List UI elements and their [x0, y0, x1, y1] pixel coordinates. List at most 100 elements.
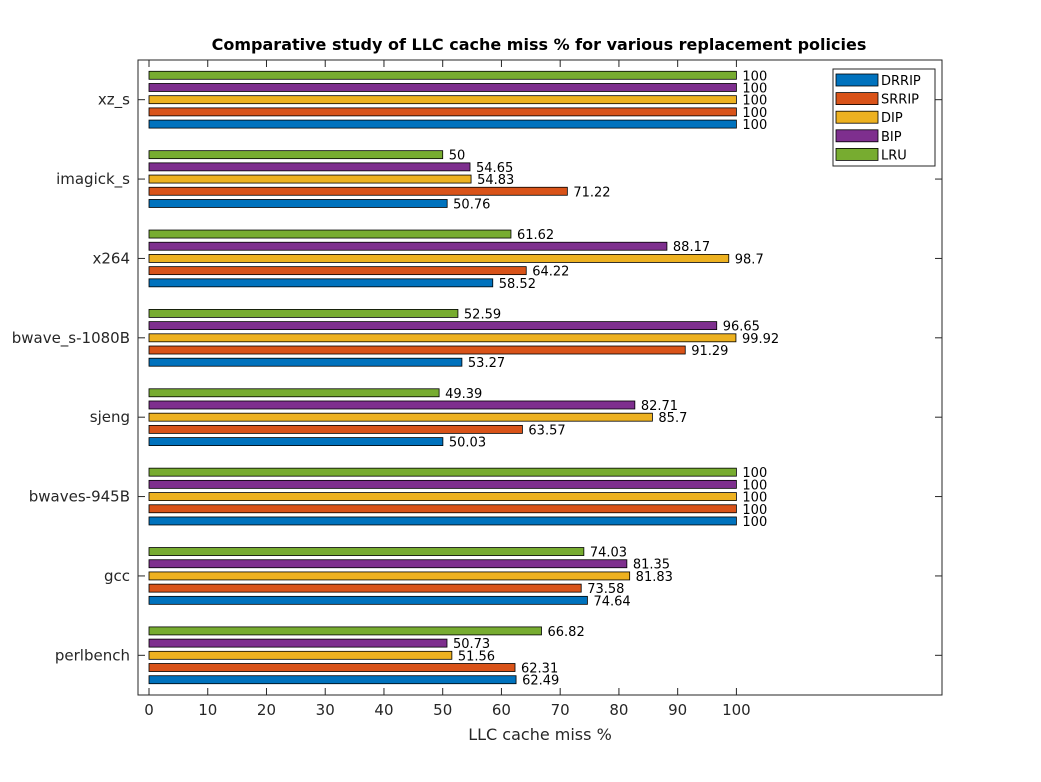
data-label: 85.7: [658, 411, 687, 426]
data-label: 100: [742, 503, 767, 518]
x-tick-label: 70: [551, 701, 570, 719]
x-tick-label: 50: [433, 701, 452, 719]
legend-label-lru: LRU: [881, 148, 907, 163]
bar-lru-xz_s: [148, 70, 737, 80]
data-label: 62.49: [522, 674, 559, 689]
data-label: 88.17: [673, 240, 710, 255]
bar-bip-gcc: [148, 559, 628, 569]
bar-srrip-x264: [148, 266, 527, 276]
data-label: 63.57: [528, 423, 565, 438]
data-label: 50.76: [453, 197, 490, 212]
bar-bip-x264: [148, 241, 668, 251]
x-tick-label: 90: [668, 701, 687, 719]
data-label: 100: [742, 118, 767, 133]
legend-label-bip: BIP: [881, 130, 902, 145]
bar-dip-gcc: [148, 571, 631, 581]
data-label: 58.52: [499, 277, 536, 292]
bar-lru-bwaves-945B: [148, 467, 737, 477]
data-label: 100: [742, 94, 767, 109]
bar-bip-imagick_s: [148, 162, 471, 172]
data-label: 50.73: [453, 637, 490, 652]
data-label: 50.03: [449, 436, 486, 451]
y-tick-label-xz_s: xz_s: [98, 91, 130, 110]
bar-srrip-perlbench: [148, 663, 516, 672]
bar-drrip-x264: [148, 278, 494, 288]
x-tick-label: 0: [144, 701, 154, 719]
data-label: 50: [449, 149, 466, 164]
y-tick-label-perlbench: perlbench: [55, 646, 130, 664]
bar-lru-bwave_s-1080B: [148, 309, 459, 318]
bar-bip-sjeng: [148, 400, 636, 410]
data-label: 61.62: [517, 228, 554, 243]
data-label: 100: [742, 478, 767, 493]
data-label: 100: [742, 466, 767, 481]
plot-area: 0 10 20 30 40 50 60 70 80 90 100 perlbench gcc bwaves…: [12, 59, 943, 719]
data-label: 74.64: [593, 594, 630, 609]
bar-lru-imagick_s: [148, 150, 444, 160]
chart-title: Comparative study of LLC cache miss % fo…: [212, 35, 867, 54]
legend-label-drrip: DRRIP: [881, 74, 921, 89]
data-label: 73.58: [587, 582, 624, 597]
bar-dip-xz_s: [148, 95, 737, 105]
bar-lru-gcc: [148, 547, 585, 556]
data-label: 81.83: [636, 570, 673, 585]
x-tick-label: 60: [492, 701, 511, 719]
x-axis-label: LLC cache miss %: [468, 725, 612, 744]
bar-drrip-bwave_s-1080B: [148, 357, 463, 367]
x-tick-label: 80: [609, 701, 628, 719]
plot-frame: [137, 59, 943, 696]
bar-dip-sjeng: [148, 412, 653, 422]
data-label: 100: [742, 106, 767, 121]
data-label: 62.31: [521, 662, 558, 677]
legend-swatch-dip: [835, 110, 879, 124]
data-label: 54.65: [476, 161, 513, 176]
x-tick-label: 40: [374, 701, 393, 719]
data-label: 81.35: [633, 558, 670, 573]
data-label: 100: [742, 491, 767, 506]
bar-srrip-imagick_s: [148, 186, 568, 196]
data-label: 51.56: [458, 649, 495, 664]
bar-bip-xz_s: [148, 83, 737, 92]
bar-bip-bwaves-945B: [148, 479, 737, 489]
legend-label-srrip: SRRIP: [881, 93, 919, 108]
data-label: 54.83: [477, 173, 514, 188]
legend-swatch-drrip: [835, 73, 879, 87]
bar-dip-bwave_s-1080B: [148, 333, 737, 343]
data-label: 99.92: [742, 332, 779, 347]
data-label: 100: [742, 69, 767, 84]
x-tick-label: 20: [257, 701, 276, 719]
bar-dip-imagick_s: [148, 174, 472, 184]
bar-drrip-xz_s: [148, 119, 737, 129]
data-label: 64.22: [532, 265, 569, 280]
x-tick-label: 10: [198, 701, 217, 719]
data-label: 74.03: [590, 546, 627, 561]
y-tick-label-x264: x264: [92, 249, 130, 267]
y-tick-label-imagick_s: imagick_s: [56, 170, 130, 189]
legend-swatch-bip: [835, 129, 879, 143]
legend-label-dip: DIP: [881, 111, 903, 126]
bar-srrip-xz_s: [148, 107, 737, 117]
bar-drrip-gcc: [148, 595, 588, 605]
legend-swatch-lru: [835, 147, 879, 161]
legend-swatch-srrip: [835, 92, 879, 105]
y-tick-label-gcc: gcc: [104, 567, 130, 585]
bar-lru-sjeng: [148, 388, 440, 398]
data-label: 100: [742, 81, 767, 96]
bar-srrip-sjeng: [148, 424, 523, 434]
bar-drrip-imagick_s: [148, 199, 448, 208]
bar-dip-x264: [148, 254, 730, 263]
x-tick-label: 30: [316, 701, 335, 719]
bar-srrip-bwave_s-1080B: [148, 345, 686, 355]
bar-lru-perlbench: [148, 626, 542, 636]
bar-lru-x264: [148, 229, 512, 239]
bar-drrip-bwaves-945B: [148, 516, 737, 526]
data-label: 66.82: [548, 625, 585, 640]
y-tick-label-sjeng: sjeng: [90, 408, 130, 426]
x-tick-label: 100: [722, 701, 751, 719]
data-label: 96.65: [723, 320, 760, 335]
data-label: 100: [742, 515, 767, 530]
data-label: 71.22: [573, 185, 610, 200]
bar-drrip-perlbench: [148, 675, 517, 685]
y-tick-label-bwaves-945B: bwaves-945B: [29, 488, 130, 506]
